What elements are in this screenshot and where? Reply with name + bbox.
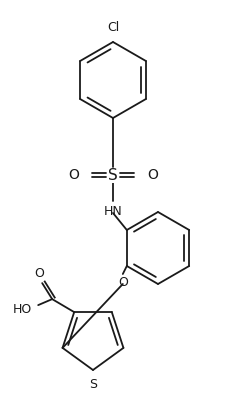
Text: O: O xyxy=(147,168,158,182)
Text: HO: HO xyxy=(13,302,32,316)
Text: O: O xyxy=(34,267,44,280)
Text: Cl: Cl xyxy=(107,21,119,34)
Text: S: S xyxy=(108,168,118,182)
Text: S: S xyxy=(89,378,97,391)
Text: O: O xyxy=(68,168,79,182)
Text: HN: HN xyxy=(104,205,122,218)
Text: O: O xyxy=(118,276,128,289)
